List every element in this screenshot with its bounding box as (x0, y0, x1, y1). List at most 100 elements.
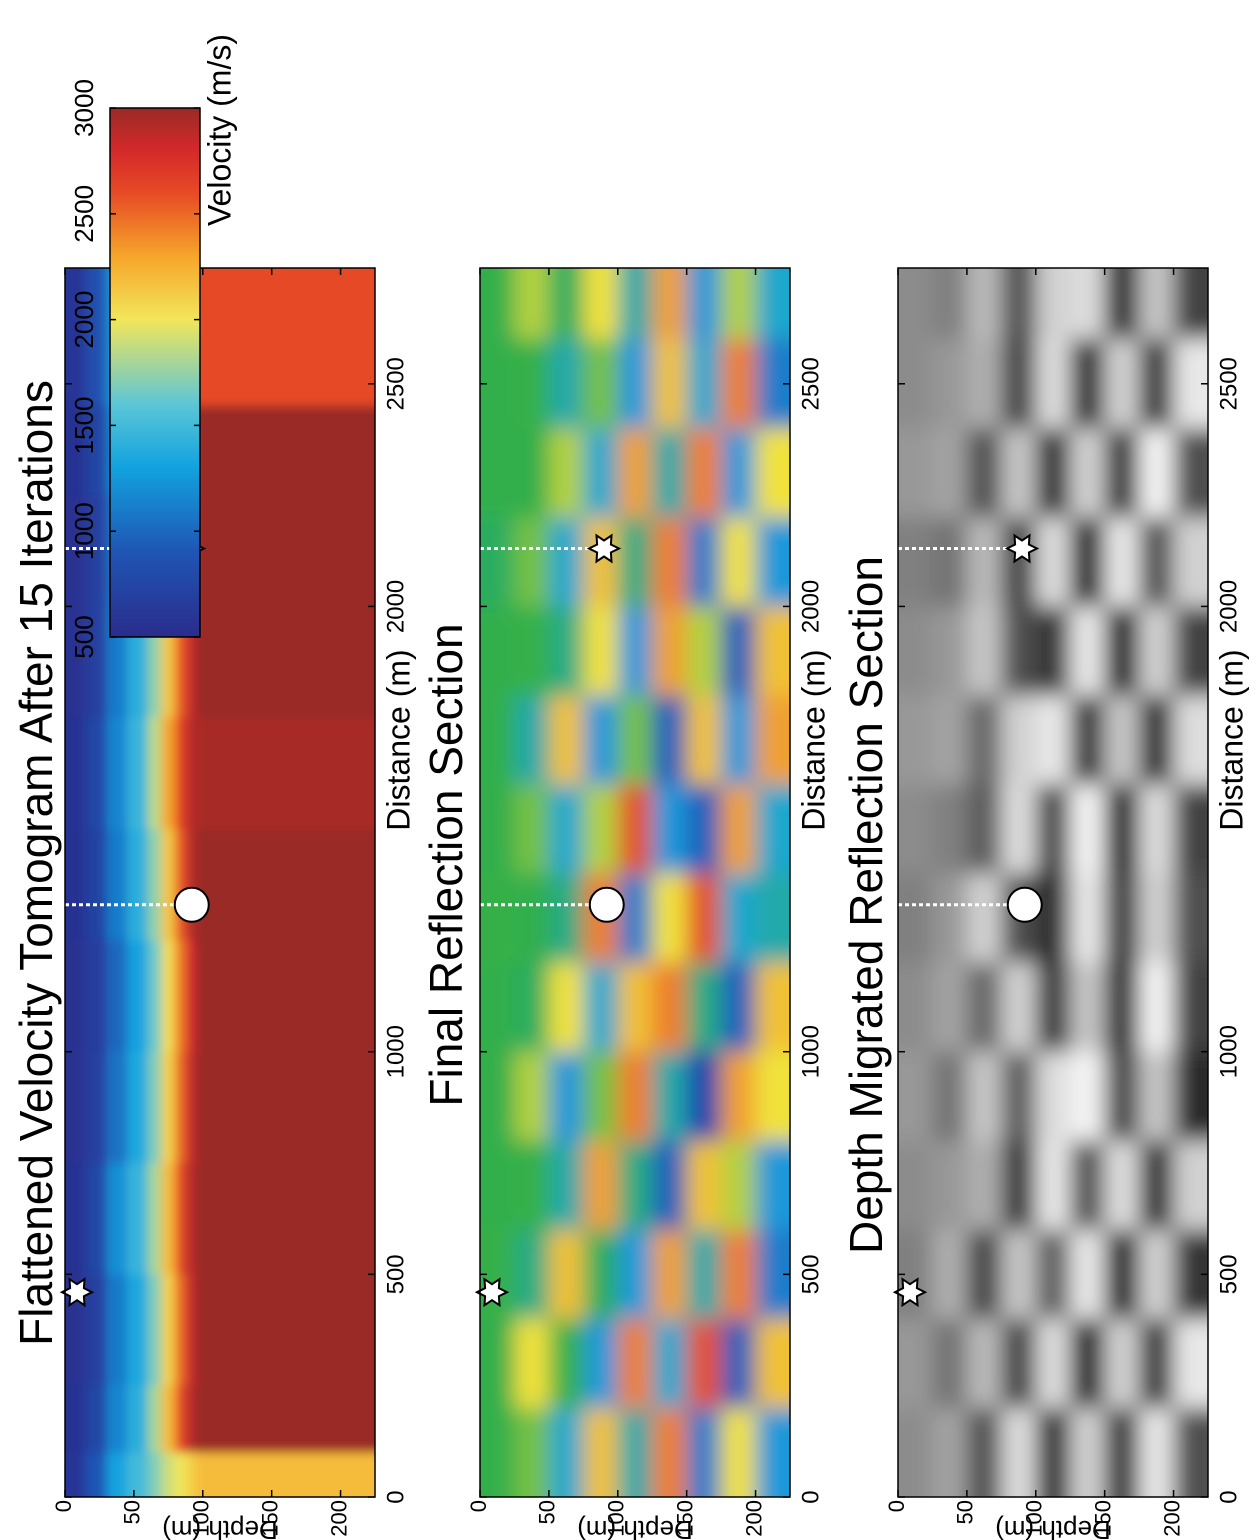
heat-cell (148, 828, 162, 940)
heat-cell (1036, 428, 1071, 518)
heat-cell (618, 428, 653, 518)
heat-cell (618, 339, 653, 429)
heat-cell (1070, 1318, 1105, 1408)
heat-cell (196, 1274, 406, 1386)
x-tick-label: 500 (382, 1254, 409, 1294)
heat-cell (450, 237, 515, 339)
heat-cell (1070, 237, 1105, 339)
heat-cell (967, 606, 1002, 696)
heat-cell (514, 962, 549, 1052)
colorbar-tick-label: 3000 (69, 79, 99, 137)
heat-cell (1139, 695, 1174, 785)
colorbar-tick-label: 2500 (69, 185, 99, 243)
heat-cell (967, 784, 1002, 874)
heatmap (450, 237, 821, 1527)
heat-cell (687, 517, 722, 607)
x-tick-label: 2500 (1215, 357, 1242, 410)
heat-cell (721, 1318, 756, 1408)
plot-area (450, 237, 821, 1527)
heat-cell (618, 606, 653, 696)
heat-cell (583, 1229, 618, 1319)
colorbar-tick-label: 1000 (69, 502, 99, 560)
heat-cell (196, 1162, 406, 1274)
heat-cell (967, 339, 1002, 429)
heat-cell (967, 428, 1002, 518)
heat-cell (1036, 339, 1071, 429)
heat-cell (652, 428, 687, 518)
heat-cell (514, 606, 549, 696)
colorbar-tick-label: 2000 (69, 291, 99, 349)
heat-cell (127, 828, 148, 940)
heat-cell (1070, 1051, 1105, 1141)
heat-cell (127, 1162, 148, 1274)
heat-cell (514, 695, 549, 785)
heat-cell (35, 1385, 86, 1452)
heat-cell (1105, 1318, 1140, 1408)
heat-cell (967, 873, 1002, 963)
heat-cell (1139, 1140, 1174, 1230)
heat-cell (1105, 237, 1140, 339)
colorbar (110, 108, 200, 637)
heat-cell (1139, 1229, 1174, 1319)
heat-cell (967, 1051, 1002, 1141)
heat-cell (1139, 606, 1174, 696)
heat-cell (618, 237, 653, 339)
heat-cell (583, 339, 618, 429)
heat-cell (687, 962, 722, 1052)
heat-cell (514, 873, 549, 963)
heat-cell (687, 1140, 722, 1230)
heat-cell (652, 1318, 687, 1408)
heat-cell (161, 828, 175, 940)
heat-cell (583, 517, 618, 607)
heat-cell (514, 428, 549, 518)
heat-cell (549, 873, 584, 963)
heat-cell (1036, 606, 1071, 696)
x-tick-label: 2500 (382, 357, 409, 410)
heat-cell (196, 717, 406, 829)
heat-cell (932, 237, 967, 339)
heat-cell (549, 962, 584, 1052)
heat-cell (514, 517, 549, 607)
heat-cell (1105, 873, 1140, 963)
heat-cell (1070, 695, 1105, 785)
heat-cell (868, 237, 933, 339)
heat-cell (1105, 1051, 1140, 1141)
heat-cell (514, 1051, 549, 1141)
y-tick-label: 200 (1159, 1500, 1184, 1537)
y-axis-label: Depth (m) (162, 1515, 278, 1540)
heat-cell (1174, 237, 1239, 339)
heat-cell (1036, 237, 1071, 339)
heat-cell (186, 1162, 196, 1274)
heat-cell (1001, 962, 1036, 1052)
heat-cell (549, 237, 584, 339)
heat-cell (127, 940, 148, 1052)
heat-cell (186, 828, 196, 940)
x-tick-label: 500 (797, 1254, 824, 1294)
heat-cell (687, 1318, 722, 1408)
heat-cell (1070, 873, 1105, 963)
heat-cell (1105, 339, 1140, 429)
page: {"chart_data": [ {"type": "heatmap", "ti… (0, 0, 1256, 1540)
marker-circle (1008, 888, 1042, 922)
heat-cell (549, 606, 584, 696)
heat-cell (652, 1051, 687, 1141)
heat-cell (196, 606, 406, 718)
x-tick-label: 1000 (1215, 1025, 1242, 1078)
heat-cell (1105, 695, 1140, 785)
heat-cell (1105, 1229, 1140, 1319)
colorbar-label: Velocity (m/s) (201, 34, 237, 226)
heat-cell (967, 237, 1002, 339)
heat-cell (1139, 517, 1174, 607)
heat-cell (583, 695, 618, 785)
heat-cell (932, 517, 967, 607)
heat-cell (932, 1229, 967, 1319)
heat-cell (1139, 962, 1174, 1052)
heat-cell (1036, 962, 1071, 1052)
heat-cell (450, 428, 515, 518)
figure: 0500100020002500050100150200Distance (m)… (0, 0, 1256, 1540)
heat-cell (1139, 784, 1174, 874)
heat-cell (161, 940, 175, 1052)
heat-cell (618, 1229, 653, 1319)
y-tick-label: 200 (741, 1500, 766, 1537)
heat-cell (721, 1051, 756, 1141)
